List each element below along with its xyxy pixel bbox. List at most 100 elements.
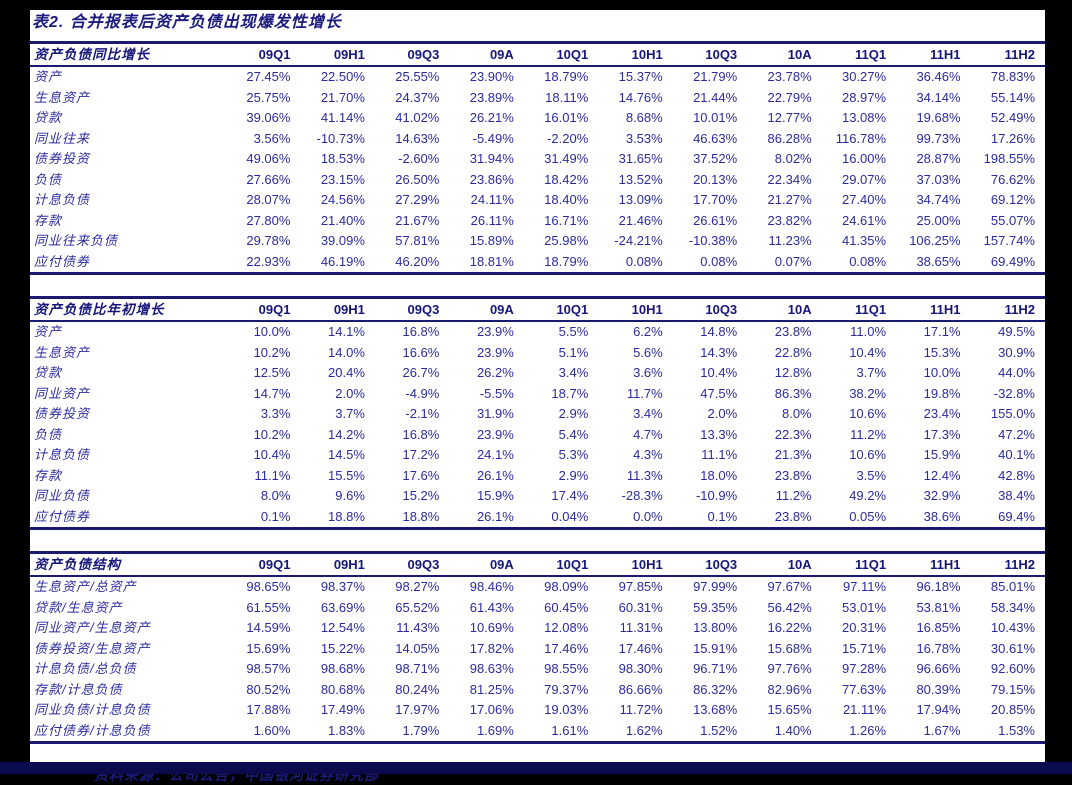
value-cell: 8.68%: [625, 110, 663, 125]
value-cell: 26.50%: [395, 171, 440, 187]
column-header: 09Q3: [374, 551, 450, 577]
value-cell: 13.09%: [618, 192, 663, 207]
value-cell: 1.69%: [449, 720, 524, 744]
value-cell: 38.4%: [998, 488, 1035, 503]
table-title: 资产负债结构: [30, 551, 226, 577]
value-cell: 47.2%: [998, 426, 1035, 442]
column-header: 09H1: [300, 551, 375, 577]
value-cell: 47.5%: [700, 385, 738, 401]
value-cell: 11.1%: [254, 467, 291, 483]
header-row: 资产负债结构 09Q1 09H1 09Q3 09A 10Q1 10H1 10Q3 10A 11Q1…: [30, 551, 1045, 577]
value-cell: 31.49%: [544, 151, 589, 166]
value-cell: 98.46%: [469, 579, 514, 594]
value-cell: 27.40%: [841, 192, 887, 207]
value-cell: 12.4%: [923, 467, 961, 483]
column-header: 10A: [747, 551, 822, 577]
table-row: 应付债券 0.1% 18.8% 18.8% 26.1% 0.04% 0.0% 0.1% 23.8…: [30, 506, 1045, 530]
value-cell: 98.55%: [544, 661, 589, 676]
value-cell: 17.3%: [923, 426, 961, 442]
row-label: 同业往来: [34, 130, 91, 146]
value-cell: 80.39%: [916, 681, 961, 697]
value-cell: 11.31%: [619, 620, 663, 635]
value-cell: 10.6%: [849, 447, 887, 462]
value-cell: 1.67%: [896, 720, 971, 744]
row-label: 应付债券: [30, 506, 226, 530]
value-cell: 17.82%: [469, 640, 514, 656]
value-cell: 17.88%: [246, 702, 291, 717]
value-cell: 60.45%: [544, 599, 589, 615]
value-cell: 30.61%: [990, 640, 1035, 656]
value-cell: 18.81%: [449, 251, 524, 275]
table-row: 负债 10.2% 14.2% 16.8% 23.9% 5.4% 4.7% 13.3% 22.3%…: [30, 425, 1045, 446]
column-header: 09Q3: [374, 296, 450, 322]
value-cell: 38.6%: [896, 506, 971, 530]
value-cell: 23.8%: [774, 324, 812, 339]
value-cell: 69.4%: [970, 506, 1045, 530]
table-row: 同业资产/生息资产 14.59% 12.54% 11.43% 10.69% 12.08% 1…: [30, 618, 1045, 639]
value-cell: 40.1%: [998, 447, 1035, 462]
value-cell: 96.66%: [916, 661, 961, 676]
value-cell: 2.0%: [335, 385, 365, 401]
value-cell: 26.1%: [449, 506, 524, 530]
value-cell: 18.53%: [320, 151, 365, 166]
value-cell: 20.13%: [693, 171, 738, 187]
value-cell: 49.2%: [849, 488, 887, 503]
value-cell: 5.5%: [558, 324, 589, 339]
value-cell: 98.65%: [246, 579, 291, 594]
value-cell: 3.6%: [633, 365, 663, 380]
row-label: 生息资产/总资产: [34, 579, 137, 594]
value-cell: 21.40%: [320, 212, 365, 228]
value-cell: 17.6%: [402, 467, 440, 483]
value-cell: 0.1%: [226, 506, 301, 530]
value-cell: 10.0%: [253, 324, 291, 339]
value-cell: 21.70%: [320, 89, 365, 105]
value-cell: 11.0%: [850, 324, 887, 339]
table-row: 同业往来负债 29.78% 39.09% 57.81% 15.89% 25.98% -24.…: [30, 231, 1045, 252]
value-cell: 10.4%: [253, 447, 291, 462]
value-cell: 32.9%: [923, 488, 961, 503]
table-row: 计息负债 10.4% 14.5% 17.2% 24.1% 5.3% 4.3% 11.1% 21.…: [30, 445, 1045, 466]
table-structure: 资产负债结构 09Q1 09H1 09Q3 09A 10Q1 10H1 10Q3 10A 11Q1…: [30, 551, 1045, 744]
value-cell: 25.98%: [544, 233, 589, 248]
table-row: 负债 27.66% 23.15% 26.50% 23.86% 18.42% 13.52% 20…: [30, 170, 1045, 191]
value-cell: 86.28%: [767, 130, 812, 146]
value-cell: 3.5%: [856, 467, 887, 483]
column-header: 10Q1: [523, 41, 599, 67]
table-row: 应付债券 22.93% 46.19% 46.20% 18.81% 18.79% 0.08% 0…: [30, 251, 1045, 275]
row-label: 负债: [34, 171, 63, 187]
value-cell: 31.94%: [469, 151, 514, 166]
value-cell: 24.11%: [470, 192, 514, 207]
value-cell: 14.8%: [700, 324, 738, 339]
value-cell: 23.82%: [767, 212, 812, 228]
value-cell: 6.2%: [633, 324, 663, 339]
value-cell: 11.72%: [619, 702, 663, 717]
value-cell: 15.22%: [320, 640, 365, 656]
row-label: 负债: [34, 426, 63, 442]
value-cell: 38.65%: [896, 251, 971, 275]
value-cell: 86.3%: [774, 385, 812, 401]
value-cell: 2.0%: [707, 406, 738, 421]
value-cell: 12.8%: [774, 365, 812, 380]
value-cell: 97.67%: [767, 579, 812, 594]
value-cell: 85.01%: [990, 579, 1035, 594]
value-cell: 63.69%: [320, 599, 365, 615]
value-cell: 97.85%: [618, 579, 663, 594]
value-cell: 10.6%: [849, 406, 887, 421]
value-cell: 80.68%: [320, 681, 365, 697]
value-cell: 41.35%: [841, 233, 887, 248]
value-cell: 53.01%: [841, 599, 887, 615]
value-cell: 22.34%: [767, 171, 812, 187]
value-cell: 11.1%: [701, 447, 738, 462]
value-cell: 28.97%: [841, 89, 887, 105]
value-cell: 13.68%: [693, 702, 738, 717]
value-cell: 0.07%: [747, 251, 822, 275]
table-ytd-growth: 资产负债比年初增长 09Q1 09H1 09Q3 09A 10Q1 10H1 10Q3 10A 1…: [30, 296, 1045, 530]
value-cell: 98.09%: [544, 579, 589, 594]
value-cell: 61.55%: [246, 599, 291, 615]
column-header: 09Q1: [226, 296, 301, 322]
value-cell: 1.52%: [672, 720, 748, 744]
value-cell: 98.57%: [246, 661, 291, 676]
value-cell: 18.42%: [544, 171, 589, 187]
value-cell: 15.3%: [923, 344, 961, 360]
value-cell: 53.81%: [916, 599, 961, 615]
